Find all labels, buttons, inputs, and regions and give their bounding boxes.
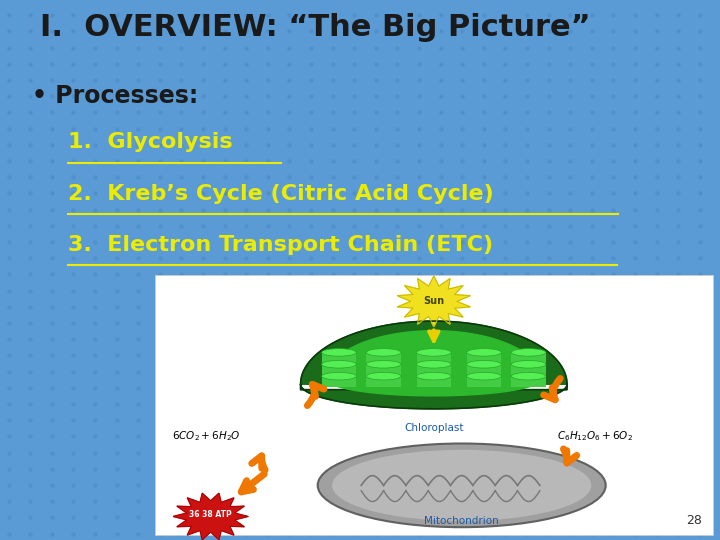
Text: • Processes:: • Processes: xyxy=(32,84,199,107)
Text: 28: 28 xyxy=(686,514,702,526)
Ellipse shape xyxy=(511,349,546,356)
Ellipse shape xyxy=(322,349,356,356)
FancyBboxPatch shape xyxy=(416,353,451,363)
Ellipse shape xyxy=(322,373,356,380)
Ellipse shape xyxy=(511,361,546,368)
Ellipse shape xyxy=(322,361,356,368)
Ellipse shape xyxy=(467,349,501,356)
Text: $6CO_2 + 6H_2O$: $6CO_2 + 6H_2O$ xyxy=(171,429,240,443)
Text: 2.  Kreb’s Cycle (Citric Acid Cycle): 2. Kreb’s Cycle (Citric Acid Cycle) xyxy=(68,184,494,204)
Ellipse shape xyxy=(318,443,606,527)
FancyBboxPatch shape xyxy=(511,364,546,375)
FancyBboxPatch shape xyxy=(366,364,401,375)
Ellipse shape xyxy=(366,349,401,356)
FancyBboxPatch shape xyxy=(467,353,501,363)
Ellipse shape xyxy=(332,450,591,521)
FancyBboxPatch shape xyxy=(511,376,546,387)
FancyBboxPatch shape xyxy=(511,353,546,363)
FancyBboxPatch shape xyxy=(366,353,401,363)
Text: $C_6H_{12}O_6 + 6O_2$: $C_6H_{12}O_6 + 6O_2$ xyxy=(557,429,632,443)
Ellipse shape xyxy=(467,361,501,368)
Text: Chloroplast: Chloroplast xyxy=(404,423,464,433)
Polygon shape xyxy=(325,330,542,396)
FancyBboxPatch shape xyxy=(322,353,356,363)
Ellipse shape xyxy=(416,361,451,368)
Polygon shape xyxy=(173,493,248,539)
FancyBboxPatch shape xyxy=(366,376,401,387)
Ellipse shape xyxy=(416,373,451,380)
Ellipse shape xyxy=(366,373,401,380)
Polygon shape xyxy=(301,321,567,409)
FancyBboxPatch shape xyxy=(416,376,451,387)
Text: I.  OVERVIEW: “The Big Picture”: I. OVERVIEW: “The Big Picture” xyxy=(40,14,590,43)
FancyBboxPatch shape xyxy=(322,376,356,387)
FancyBboxPatch shape xyxy=(467,376,501,387)
Polygon shape xyxy=(397,276,470,327)
FancyBboxPatch shape xyxy=(155,275,713,535)
Text: Mitochondrion: Mitochondrion xyxy=(424,516,499,526)
Text: 1.  Glycolysis: 1. Glycolysis xyxy=(68,132,233,152)
Text: 36 38 ATP: 36 38 ATP xyxy=(189,510,232,519)
Text: 3.  Electron Transport Chain (ETC): 3. Electron Transport Chain (ETC) xyxy=(68,235,493,255)
FancyBboxPatch shape xyxy=(416,364,451,375)
Ellipse shape xyxy=(511,373,546,380)
Ellipse shape xyxy=(467,373,501,380)
Ellipse shape xyxy=(416,349,451,356)
Text: Sun: Sun xyxy=(423,296,444,306)
FancyBboxPatch shape xyxy=(467,364,501,375)
FancyBboxPatch shape xyxy=(322,364,356,375)
Ellipse shape xyxy=(366,361,401,368)
